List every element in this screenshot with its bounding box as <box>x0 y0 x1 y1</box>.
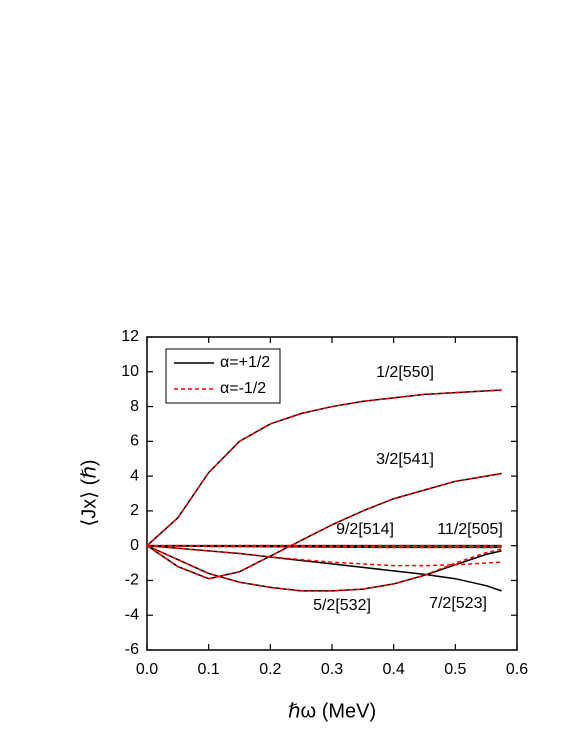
curve <box>146 544 502 592</box>
curve <box>146 472 502 580</box>
y-axis-title: ⟨Jx⟩ (ℏ) <box>78 459 100 526</box>
curve-label: 5/2[532] <box>313 597 371 614</box>
y-tick-label: -4 <box>125 606 139 623</box>
y-tick-label: 10 <box>121 363 139 380</box>
y-tick-label: 12 <box>121 328 139 345</box>
x-tick-label: 0.1 <box>198 661 220 678</box>
curve-label: 7/2[523] <box>429 595 487 612</box>
y-tick-label: 2 <box>130 502 139 519</box>
curve <box>146 544 502 567</box>
x-tick-label: 0.0 <box>136 661 158 678</box>
x-tick-label: 0.6 <box>506 661 528 678</box>
x-tick-label: 0.2 <box>259 661 281 678</box>
legend-label: α=+1/2 <box>220 354 270 371</box>
x-tick-label: 0.4 <box>383 661 405 678</box>
x-tick-label: 0.5 <box>444 661 466 678</box>
legend-box <box>165 348 281 404</box>
curve-label: 9/2[514] <box>336 521 394 538</box>
curve <box>146 389 502 547</box>
y-tick-label: -6 <box>125 641 139 658</box>
y-tick-label: -2 <box>125 572 139 589</box>
curve-label: 1/2[550] <box>376 364 434 381</box>
curve <box>146 544 502 592</box>
x-tick-label: 0.3 <box>321 661 343 678</box>
y-tick-label: 4 <box>130 467 139 484</box>
y-tick-label: 8 <box>130 398 139 415</box>
x-axis-title: ℏω (MeV) <box>288 700 376 722</box>
y-tick-label: 0 <box>130 537 139 554</box>
legend-label: α=-1/2 <box>220 380 266 397</box>
curve-label: 11/2[505] <box>437 521 503 538</box>
y-tick-label: 6 <box>130 433 139 450</box>
curve <box>146 544 502 549</box>
curve-label: 3/2[541] <box>376 451 434 468</box>
curve <box>146 544 502 592</box>
